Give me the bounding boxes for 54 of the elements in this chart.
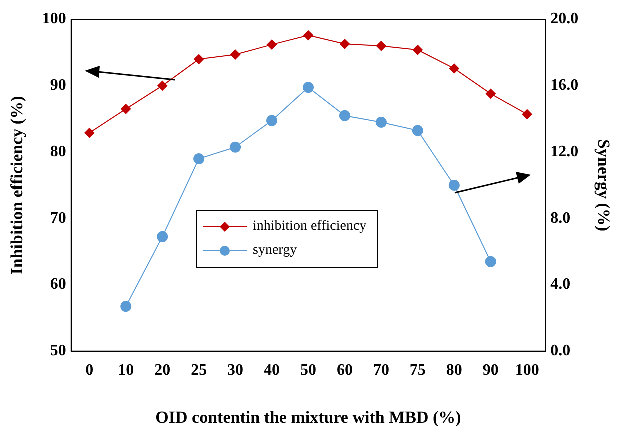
point	[522, 109, 532, 120]
y-tick-label: 50	[50, 342, 66, 360]
legend-label: inhibition efficiency	[253, 219, 367, 235]
y-tick-label: 60	[50, 276, 66, 294]
y-axis-title: Inhibition efficiency (%)	[8, 96, 27, 275]
x-tick-label: 80	[446, 362, 462, 380]
x-tick-label: 20	[154, 362, 171, 380]
x-axis-title: OID contentin the mixture with MBD (%)	[156, 408, 462, 428]
point	[304, 30, 314, 41]
y-tick-label: 70	[50, 210, 66, 227]
x-tick-label: 75	[410, 362, 426, 380]
y-tick-label: 100	[42, 10, 66, 28]
point	[448, 180, 460, 191]
y-tick-label: 80	[50, 143, 66, 160]
x-tick-label: 10	[118, 362, 134, 380]
y2-tick-label: 16.0	[550, 77, 579, 94]
point	[157, 231, 168, 242]
point	[340, 39, 350, 50]
point	[485, 256, 496, 268]
point	[376, 116, 387, 128]
point	[84, 128, 95, 138]
x-tick-label: 40	[264, 362, 280, 380]
x-tick-label: 70	[373, 362, 390, 380]
y2-tick-label: 20.0	[550, 10, 579, 28]
x-tick-label: 100	[515, 362, 540, 380]
point	[449, 64, 460, 74]
point	[266, 115, 278, 126]
y2-axis-title: Synergy (%)	[594, 139, 614, 232]
x-tick-label: 25	[191, 362, 208, 380]
point	[120, 301, 132, 312]
point	[121, 104, 132, 114]
y2-tick-label: 0.0	[550, 342, 571, 360]
point	[230, 142, 242, 153]
x-tick-label: 30	[228, 362, 244, 380]
y2-tick-label: 4.0	[550, 276, 571, 294]
point	[412, 45, 423, 56]
x-tick-label: 0	[86, 362, 94, 380]
point	[486, 88, 496, 99]
point	[303, 82, 314, 94]
x-tick-label: 50	[300, 362, 316, 380]
y2-tick-label: 12.0	[550, 143, 579, 160]
point	[194, 54, 204, 64]
point	[267, 40, 278, 50]
point	[376, 41, 386, 52]
y-tick-label: 90	[50, 77, 66, 94]
point	[194, 153, 205, 164]
y2-tick-label: 8.0	[550, 210, 571, 227]
point	[339, 110, 350, 122]
x-tick-label: 60	[336, 362, 353, 380]
legend-label: synergy	[253, 243, 298, 259]
x-tick-label: 90	[482, 362, 499, 380]
point	[158, 80, 168, 91]
point	[412, 125, 424, 136]
point	[230, 50, 241, 60]
